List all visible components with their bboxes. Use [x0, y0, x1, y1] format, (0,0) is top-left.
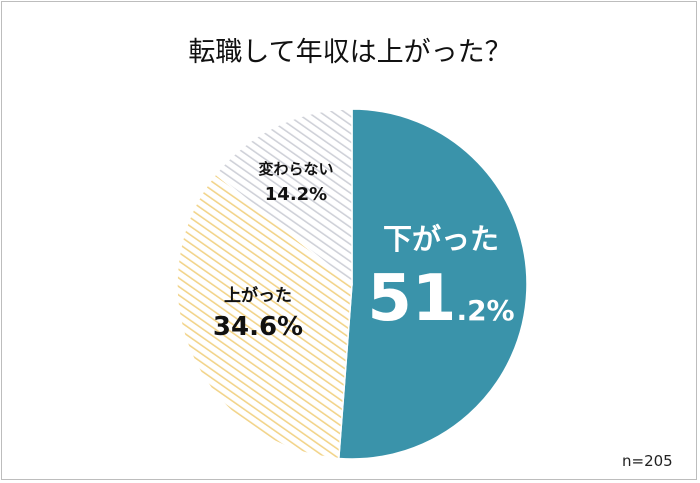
slice-value-unchanged: 14.2% [264, 184, 328, 205]
slice-name-unchanged: 変わらない [258, 160, 334, 178]
pie-slice-unchanged [214, 108, 353, 286]
slice-value-decreased-dec: .2% [456, 293, 515, 327]
slice-value-decreased-int: 51 [367, 261, 457, 336]
slice-label-unchanged: 変わらない 14.2% [240, 160, 352, 206]
slice-value-increased: 34.6% [212, 312, 304, 343]
slice-label-increased: 上がった 34.6% [198, 286, 318, 344]
pie-slice-decreased [338, 108, 528, 460]
pie-slice-increased [176, 173, 353, 460]
slice-name-decreased: 下がった [382, 222, 499, 256]
sample-size-note: n=205 [622, 452, 673, 470]
slice-label-decreased: 下がった 51.2% [366, 222, 516, 338]
chart-title: 転職して年収は上がった？ [188, 37, 512, 68]
slice-name-increased: 上がった [224, 286, 292, 306]
